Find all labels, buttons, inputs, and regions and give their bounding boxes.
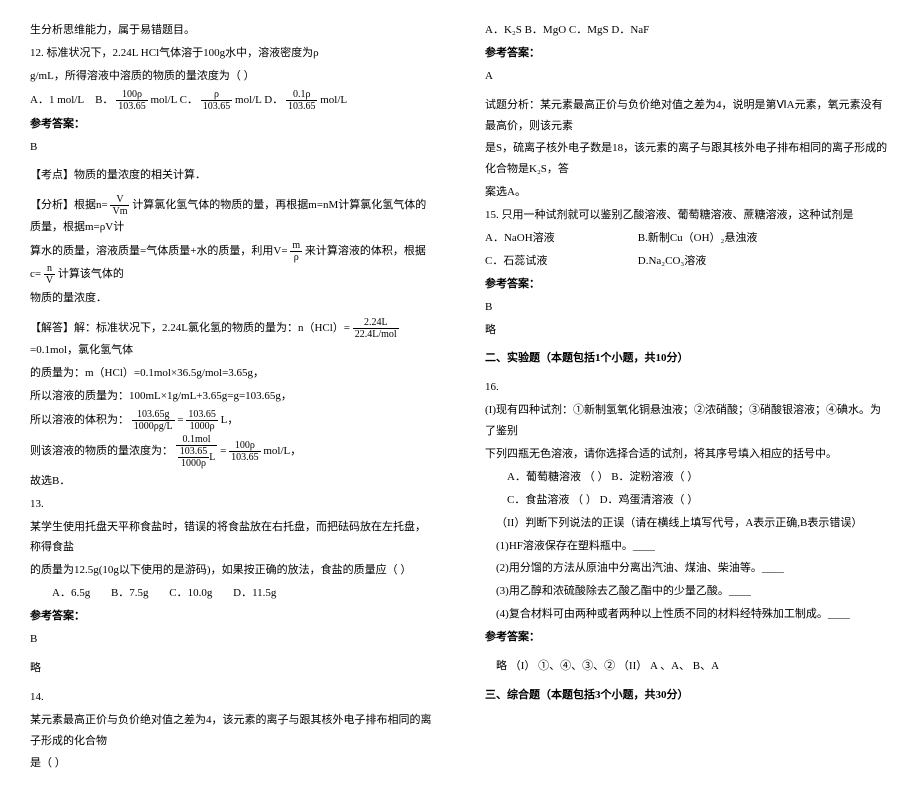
unit: mol/L C． bbox=[150, 94, 198, 106]
fenxi2: 算水的质量，溶液质量=气体质量+水的质量，利用V= mρ 来计算溶液的体积，根据… bbox=[30, 240, 435, 286]
opt15D: D.Na₂CO₃溶液 bbox=[638, 255, 706, 267]
q16l2: (2)用分馏的方法从原油中分离出汽油、煤油、柴油等。____ bbox=[485, 558, 890, 579]
fx14c: 案选A。 bbox=[485, 182, 890, 203]
options-12: A．1 mol/L B． 100ρ103.65 mol/L C． ρ103.65… bbox=[30, 89, 435, 112]
q16I: (I)现有四种试剂：①新制氢氧化铜悬浊液；②浓硝酸；③硝酸银溶液；④碘水。为了鉴… bbox=[485, 400, 890, 442]
opt13A: A．6.5g bbox=[52, 587, 90, 599]
frac: 103.651000ρ bbox=[186, 409, 218, 432]
frac: 103.65g1000ρg/L bbox=[132, 409, 175, 432]
opt13D: D．11.5g bbox=[233, 587, 276, 599]
options-15cd: C．石蕊试液 D.Na₂CO₃溶液 bbox=[485, 251, 890, 272]
q16: 16. bbox=[485, 377, 890, 398]
options-14: A．K₂S B．MgO C．MgS D．NaF bbox=[485, 20, 890, 41]
q15: 15. 只用一种试剂就可以鉴别乙酸溶液、葡萄糖溶液、蔗糖溶液，这种试剂是 bbox=[485, 205, 890, 226]
opt12Bpre: B． bbox=[95, 94, 113, 106]
q14t1: 某元素最高正价与负价绝对值之差为4，该元素的离子与跟其核外电子排布相同的离子形成… bbox=[30, 710, 435, 752]
q16Ib: 下列四瓶无色溶液，请你选择合适的试剂，将其序号填入相应的括号中。 bbox=[485, 444, 890, 465]
jd5: 所以溶液的体积为： 103.65g1000ρg/L = 103.651000ρ … bbox=[30, 409, 435, 432]
fenxi3: 物质的量浓度． bbox=[30, 288, 435, 309]
jd3: 的质量为：m（HCl）=0.1mol×36.5g/mol=3.65g， bbox=[30, 363, 435, 384]
jd4: 所以溶液的质量为：100mL×1g/mL+3.65g=g=103.65g， bbox=[30, 386, 435, 407]
frac: 100ρ103.65 bbox=[229, 440, 261, 463]
frac: 0.1mol 103.651000ρL bbox=[176, 434, 218, 469]
jd8: 则该溶液的物质的量浓度为： 0.1mol 103.651000ρL = 100ρ… bbox=[30, 434, 435, 469]
frac: nV bbox=[44, 263, 55, 286]
frac: 2.24L22.4L/mol bbox=[353, 317, 399, 340]
frac: 100ρ103.65 bbox=[116, 89, 148, 112]
answer-label: 参考答案： bbox=[485, 627, 890, 648]
q12b: g/mL，所得溶液中溶质的物质的量浓度为（ ） bbox=[30, 66, 435, 87]
text: 生分析思维能力，属于易错题目。 bbox=[30, 20, 435, 41]
opt15B: B.新制Cu（OH）₂悬浊液 bbox=[638, 232, 758, 244]
opt12A: A．1 mol/L bbox=[30, 94, 84, 106]
section-3: 三、综合题（本题包括3个小题，共30分） bbox=[485, 685, 890, 706]
q12: 12. 标准状况下，2.24L HCl气体溶于100g水中，溶液密度为ρ bbox=[30, 43, 435, 64]
jd11: 故选B． bbox=[30, 471, 435, 492]
answer-label: 参考答案： bbox=[30, 114, 435, 135]
q13: 13. bbox=[30, 494, 435, 515]
q16l3: (3)用乙醇和浓硫酸除去乙酸乙酯中的少量乙酸。____ bbox=[485, 581, 890, 602]
q16ab: A．葡萄糖溶液 （ ） B．淀粉溶液（ ） bbox=[485, 467, 890, 488]
opt15C: C．石蕊试液 bbox=[485, 251, 635, 272]
q13t2: 的质量为12.5g(10g以下使用的是游码)，如果按正确的放法，食盐的质量应（ … bbox=[30, 560, 435, 581]
opt12Dpre: D． bbox=[264, 94, 283, 106]
ans13: B bbox=[30, 629, 435, 650]
frac: ρ103.65 bbox=[201, 89, 233, 112]
q16l4: (4)复合材料可由两种或者两种以上性质不同的材料经特殊加工制成。____ bbox=[485, 604, 890, 625]
q14t2: 是（ ） bbox=[30, 753, 435, 774]
ans13s: 略 bbox=[30, 658, 435, 679]
kaod: 【考点】物质的量浓度的相关计算． bbox=[30, 165, 435, 186]
section-2: 二、实验题（本题包括1个小题，共10分） bbox=[485, 348, 890, 369]
ans16: 略 （I） ①、④、③、② （II） A 、A、 B、A bbox=[485, 656, 890, 677]
q14: 14. bbox=[30, 687, 435, 708]
ans15s: 略 bbox=[485, 320, 890, 341]
fx14b: 是S，硫离子核外电子数是18，该元素的离子与跟其核外电子排布相同的离子形成的化合… bbox=[485, 138, 890, 180]
opt13B: B．7.5g bbox=[111, 587, 149, 599]
answer-label: 参考答案： bbox=[485, 43, 890, 64]
opt13C: C．10.0g bbox=[169, 587, 212, 599]
fenxi: 【分析】根据n= VVm 计算氯化氢气体的物质的量，再根据m=nM计算氯化氢气体… bbox=[30, 194, 435, 238]
options-15ab: A．NaOH溶液 B.新制Cu（OH）₂悬浊液 bbox=[485, 228, 890, 249]
unit: mol/L bbox=[320, 94, 347, 106]
q16cd: C．食盐溶液 （ ） D．鸡蛋清溶液（ ） bbox=[485, 490, 890, 511]
frac: 0.1ρ103.65 bbox=[286, 89, 318, 112]
ans15: B bbox=[485, 297, 890, 318]
q16l1: (1)HF溶液保存在塑料瓶中。____ bbox=[485, 536, 890, 557]
options-13: A．6.5g B．7.5g C．10.0g D．11.5g bbox=[30, 583, 435, 604]
answer-label: 参考答案： bbox=[30, 606, 435, 627]
q16II: （II）判断下列说法的正误（请在横线上填写代号，A表示正确,B表示错误） bbox=[485, 513, 890, 534]
ans12: B bbox=[30, 137, 435, 158]
q13t1: 某学生使用托盘天平称食盐时，错误的将食盐放在右托盘，而把砝码放在左托盘，称得食盐 bbox=[30, 517, 435, 559]
ans14: A bbox=[485, 66, 890, 87]
answer-label: 参考答案： bbox=[485, 274, 890, 295]
opt15A: A．NaOH溶液 bbox=[485, 228, 635, 249]
frac: VVm bbox=[110, 194, 129, 217]
jd1: 【解答】解：标准状况下，2.24L氯化氢的物质的量为：n（HCl）= 2.24L… bbox=[30, 317, 435, 361]
unit: mol/L bbox=[235, 94, 261, 106]
fx14a: 试题分析：某元素最高正价与负价绝对值之差为4，说明是第ⅥA元素，氧元素没有最高价… bbox=[485, 95, 890, 137]
frac: mρ bbox=[290, 240, 302, 263]
